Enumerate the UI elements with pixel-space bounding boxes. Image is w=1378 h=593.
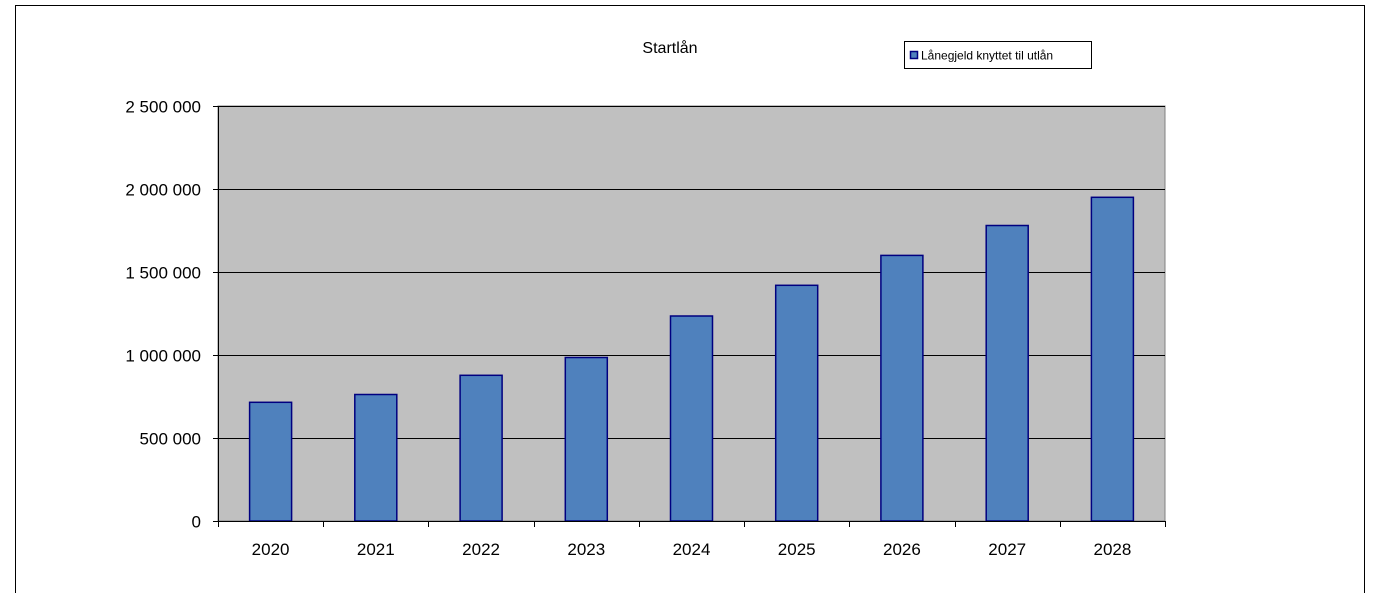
x-tick-label: 2024 — [673, 540, 711, 559]
legend-box — [904, 41, 1092, 69]
bars — [248, 196, 1135, 522]
bar-2022 — [459, 374, 503, 522]
x-tick-label: 2025 — [778, 540, 816, 559]
bar-2026 — [880, 254, 924, 522]
bar-2021 — [354, 393, 398, 522]
x-tick-label: 2028 — [1093, 540, 1131, 559]
bar-2027 — [985, 224, 1029, 522]
bar-2025 — [774, 284, 819, 522]
x-tick-label: 2023 — [567, 540, 605, 559]
x-tick-label: 2026 — [883, 540, 921, 559]
axes — [213, 106, 1166, 527]
x-tick-label: 2022 — [462, 540, 500, 559]
x-tick-label: 2021 — [357, 540, 395, 559]
y-tick-label: 2 500 000 — [125, 98, 201, 117]
bar-2023 — [564, 356, 609, 522]
x-tick-label: 2020 — [252, 540, 290, 559]
y-tick-label: 500 000 — [140, 430, 201, 449]
bar-2020 — [248, 401, 293, 522]
y-tick-label: 2 000 000 — [125, 181, 201, 200]
legend: Lånegjeld knyttet til utlån — [904, 41, 1092, 69]
y-tick-label: 1 500 000 — [125, 264, 201, 283]
bar-2024 — [669, 315, 714, 522]
y-tick-label: 1 000 000 — [125, 347, 201, 366]
bar-2028 — [1090, 196, 1135, 522]
x-tick-label: 2027 — [988, 540, 1026, 559]
legend-swatch — [909, 50, 919, 60]
y-tick-labels: 0 500 000 1 000 000 1 500 000 2 000 000 2 500… — [125, 98, 201, 532]
x-tick-labels: 2020 2021 2022 2023 2024 2025 2026 2027 2028 — [252, 540, 1132, 559]
y-tick-label: 0 — [192, 513, 201, 532]
chart-border — [15, 5, 1365, 593]
chart-title: Startlån — [642, 39, 697, 57]
legend-label: Lånegjeld knyttet til utlån — [921, 49, 1053, 63]
